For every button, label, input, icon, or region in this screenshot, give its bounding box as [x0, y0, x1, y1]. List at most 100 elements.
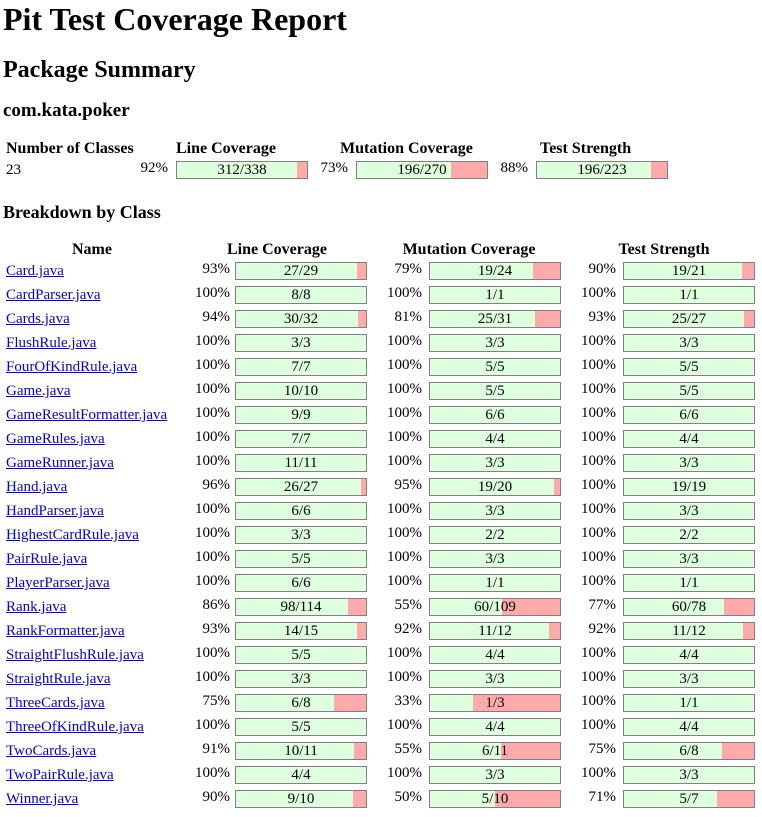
strength-coverage-fill: [624, 359, 754, 375]
strength-coverage-pct: 100%: [581, 645, 616, 661]
class-link[interactable]: PairRule.java: [6, 551, 88, 567]
mutation-coverage-label: 3/3: [485, 671, 505, 687]
mutation-coverage-bar: 4/4: [429, 430, 561, 448]
line-coverage-label: 6/6: [291, 575, 311, 591]
strength-coverage-fill: [624, 263, 742, 279]
class-link[interactable]: Cards.java: [6, 311, 70, 327]
strength-coverage-fill: [624, 383, 754, 399]
mutation-coverage-fill: [430, 791, 495, 807]
strength-coverage-bar: 3/3: [623, 766, 755, 784]
strength-coverage-label: 1/1: [679, 695, 699, 711]
class-link[interactable]: Card.java: [6, 263, 64, 279]
strength-coverage-label: 3/3: [679, 503, 699, 519]
mutation-coverage-pct: 100%: [387, 717, 422, 733]
mutation-coverage-pct: 100%: [387, 573, 422, 589]
line-coverage-bar: 4/4: [235, 766, 367, 784]
class-link[interactable]: FourOfKindRule.java: [6, 359, 138, 375]
mutation-coverage-pct: 100%: [387, 429, 422, 445]
strength-coverage-pct: 71%: [588, 789, 617, 805]
class-link[interactable]: StraightRule.java: [6, 671, 111, 687]
mutation-coverage-pct: 100%: [387, 549, 422, 565]
strength-coverage-fill: [624, 575, 754, 591]
strength-coverage-pct: 100%: [581, 285, 616, 301]
mutation-coverage-fill: [430, 407, 560, 423]
col-header-line: Line Coverage: [227, 241, 327, 258]
summary-header-mutation: Mutation Coverage: [340, 140, 473, 157]
strength-coverage-pct: 100%: [581, 333, 616, 349]
strength-coverage-bar: 5/5: [623, 382, 755, 400]
mutation-coverage-label: 6/6: [485, 407, 505, 423]
mutation-coverage-pct: 100%: [387, 357, 422, 373]
class-link[interactable]: CardParser.java: [6, 287, 101, 303]
line-coverage-bar: 10/11: [235, 742, 367, 760]
class-link[interactable]: GameResultFormatter.java: [6, 407, 168, 423]
line-coverage-fill: [236, 623, 358, 639]
summary-mutation-pct: 73%: [320, 160, 349, 176]
package-summary-heading: Package Summary: [3, 57, 196, 83]
strength-coverage-pct: 100%: [581, 477, 616, 493]
mutation-coverage-bar: 19/20: [429, 478, 561, 496]
line-coverage-bar: 9/9: [235, 406, 367, 424]
line-coverage-label: 9/9: [291, 407, 311, 423]
mutation-coverage-fill: [430, 383, 560, 399]
class-link[interactable]: Game.java: [6, 383, 71, 399]
line-coverage-pct: 100%: [195, 549, 230, 565]
strength-coverage-label: 1/1: [679, 575, 699, 591]
line-coverage-fill: [236, 359, 366, 375]
strength-coverage-pct: 100%: [581, 549, 616, 565]
mutation-coverage-label: 4/4: [485, 431, 505, 447]
strength-coverage-fill: [624, 455, 754, 471]
line-coverage-label: 9/10: [287, 791, 315, 807]
strength-coverage-pct: 100%: [581, 357, 616, 373]
mutation-coverage-bar: 11/12: [429, 622, 561, 640]
class-link[interactable]: ThreeCards.java: [6, 695, 105, 711]
mutation-coverage-bar: 3/3: [429, 334, 561, 352]
mutation-coverage-label: 5/5: [485, 383, 505, 399]
strength-coverage-label: 60/78: [671, 599, 707, 615]
class-link[interactable]: Hand.java: [6, 479, 68, 495]
mutation-coverage-bar: 1/3: [429, 694, 561, 712]
class-link[interactable]: HandParser.java: [6, 503, 104, 519]
class-link[interactable]: TwoPairRule.java: [6, 767, 114, 783]
summary-strength-bar: 196/223: [536, 161, 668, 179]
class-link[interactable]: Winner.java: [6, 791, 79, 807]
class-link[interactable]: FlushRule.java: [6, 335, 97, 351]
strength-coverage-bar: 2/2: [623, 526, 755, 544]
line-coverage-bar: 5/5: [235, 646, 367, 664]
line-coverage-label: 3/3: [291, 671, 311, 687]
class-link[interactable]: ThreeOfKindRule.java: [6, 719, 144, 735]
class-link[interactable]: HighestCardRule.java: [6, 527, 139, 543]
strength-coverage-fill: [624, 599, 724, 615]
mutation-coverage-pct: 33%: [394, 693, 423, 709]
mutation-coverage-bar: 5/5: [429, 382, 561, 400]
line-coverage-bar: 7/7: [235, 430, 367, 448]
mutation-coverage-label: 3/3: [485, 503, 505, 519]
col-header-strength: Test Strength: [618, 241, 710, 258]
class-link[interactable]: PlayerParser.java: [6, 575, 110, 591]
mutation-coverage-label: 60/109: [474, 599, 516, 615]
class-link[interactable]: StraightFlushRule.java: [6, 647, 144, 663]
mutation-coverage-fill: [430, 743, 501, 759]
class-link[interactable]: TwoCards.java: [6, 743, 97, 759]
summary-strength-fill: [537, 162, 652, 178]
mutation-coverage-bar: 60/109: [429, 598, 561, 616]
class-link[interactable]: GameRules.java: [6, 431, 105, 447]
strength-coverage-bar: 1/1: [623, 694, 755, 712]
line-coverage-fill: [236, 719, 366, 735]
mutation-coverage-label: 3/3: [485, 335, 505, 351]
line-coverage-bar: 26/27: [235, 478, 367, 496]
strength-coverage-pct: 100%: [581, 453, 616, 469]
col-header-name: Name: [72, 241, 112, 258]
strength-coverage-fill: [624, 791, 717, 807]
mutation-coverage-label: 19/24: [477, 263, 513, 279]
summary-class-count: 23: [6, 162, 21, 178]
class-link[interactable]: Rank.java: [6, 599, 67, 615]
mutation-coverage-pct: 100%: [387, 501, 422, 517]
line-coverage-label: 5/5: [291, 551, 311, 567]
mutation-coverage-pct: 79%: [394, 261, 423, 277]
strength-coverage-bar: 19/21: [623, 262, 755, 280]
mutation-coverage-bar: 4/4: [429, 646, 561, 664]
class-link[interactable]: GameRunner.java: [6, 455, 114, 471]
class-link[interactable]: RankFormatter.java: [6, 623, 125, 639]
strength-coverage-bar: 4/4: [623, 646, 755, 664]
